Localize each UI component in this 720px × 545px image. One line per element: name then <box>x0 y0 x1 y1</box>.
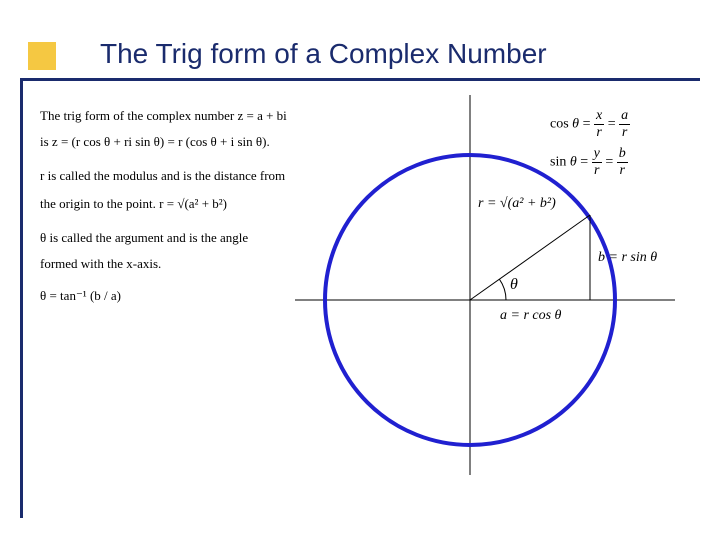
label-theta: θ <box>510 276 518 294</box>
label-b: b = r sin θ <box>598 250 657 266</box>
label-a: a = r cos θ <box>500 308 561 324</box>
label-r-formula: r = √(a² + b²) <box>478 196 556 212</box>
diagram-container <box>0 0 720 545</box>
trig-circle-diagram <box>0 0 720 540</box>
